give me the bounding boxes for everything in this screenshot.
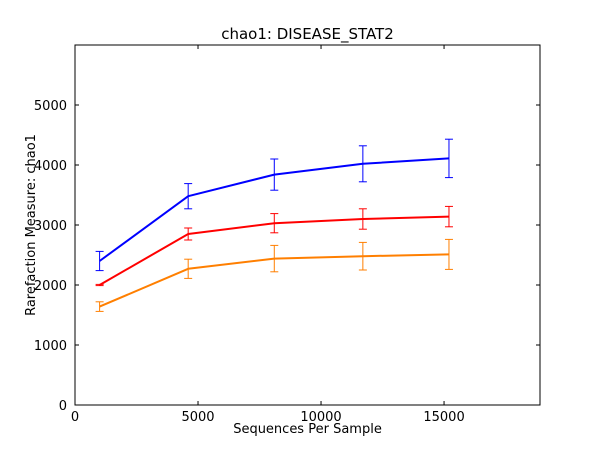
x-tick-label: 10000 — [300, 410, 341, 425]
y-tick-label: 5000 — [34, 99, 67, 114]
series-line-2 — [99, 215, 449, 286]
axis-ticks: 0 5000 10000 15000 0 1000 2000 3000 4000 5000 — [34, 45, 540, 425]
x-tick-label: 0 — [71, 410, 79, 425]
y-tick-label: 3000 — [34, 219, 67, 234]
y-tick-label: 0 — [59, 399, 67, 414]
x-tick-label: 5000 — [181, 410, 214, 425]
y-axis-label: Rarefaction Measure: chao1 — [24, 134, 39, 316]
series-line-1 — [99, 157, 450, 262]
x-tick-label: 15000 — [423, 410, 464, 425]
plot-frame — [74, 44, 541, 406]
series-lines — [99, 157, 450, 308]
y-tick-label: 2000 — [34, 279, 67, 294]
y-tick-label: 1000 — [34, 339, 67, 354]
plot-area — [75, 45, 540, 405]
chart-title: chao1: DISEASE_STAT2 — [221, 25, 394, 44]
y-tick-label: 4000 — [34, 159, 67, 174]
x-axis-label: Sequences Per Sample — [233, 422, 382, 437]
series-line-3 — [99, 253, 449, 308]
